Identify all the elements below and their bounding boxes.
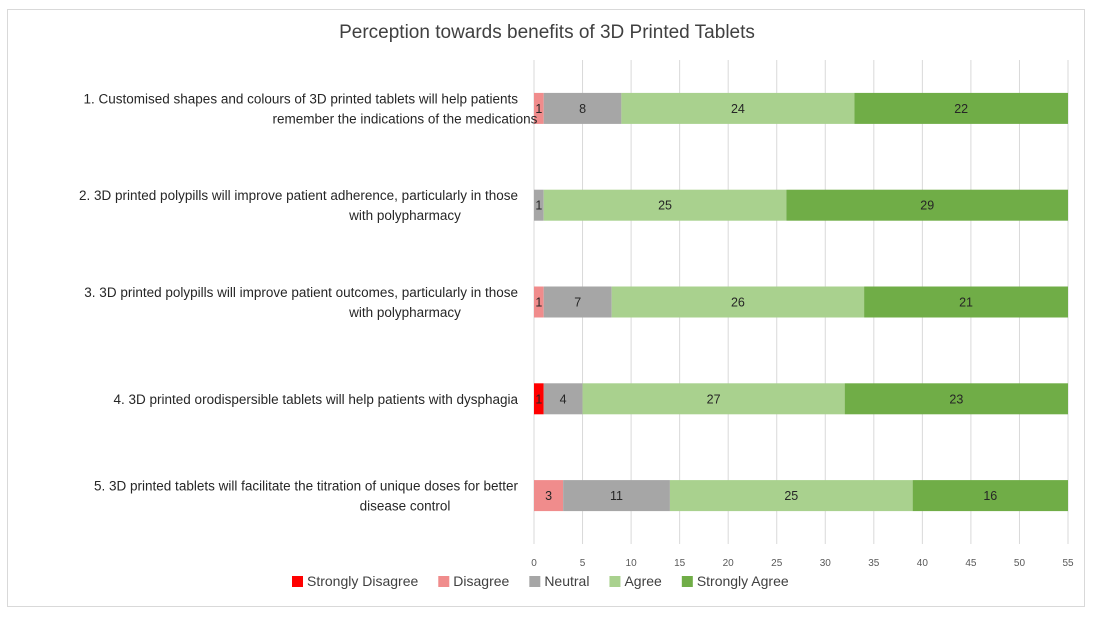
bar-agree — [669, 480, 913, 512]
legend-label: Neutral — [544, 573, 589, 589]
bar-neutral — [543, 92, 622, 124]
data-label: 1 — [535, 199, 542, 213]
legend-label: Strongly Agree — [697, 573, 789, 589]
x-tick-label: 20 — [723, 558, 735, 569]
legend-swatch — [681, 576, 693, 587]
bar-strongly-agree — [864, 286, 1068, 318]
data-label: 11 — [610, 489, 623, 503]
data-label: 4 — [560, 392, 567, 406]
legend-swatch — [609, 576, 621, 587]
x-tick-label: 10 — [626, 558, 638, 569]
data-label: 25 — [658, 199, 672, 213]
data-label: 29 — [920, 199, 934, 213]
bar-neutral — [563, 480, 670, 512]
bar-neutral — [543, 286, 612, 318]
x-tick-label: 0 — [531, 558, 537, 569]
category-label: 5. 3D printed tablets will facilitate th… — [94, 479, 518, 494]
data-label: 7 — [574, 296, 581, 310]
category-label: 3. 3D printed polypills will improve pat… — [84, 285, 518, 300]
category-label: 2. 3D printed polypills will improve pat… — [79, 188, 518, 203]
data-label: 21 — [959, 296, 973, 310]
x-tick-label: 5 — [580, 558, 586, 569]
data-label: 3 — [545, 489, 552, 503]
bar-disagree — [534, 480, 564, 512]
category-label: disease control — [360, 499, 451, 514]
data-label: 25 — [784, 489, 798, 503]
bar-strongly-agree — [912, 480, 1068, 512]
data-label: 22 — [954, 102, 968, 116]
bar-agree — [582, 383, 845, 415]
bar-neutral — [543, 383, 583, 415]
legend-swatch — [529, 576, 541, 587]
category-label: remember the indications of the medicati… — [273, 111, 538, 126]
legend-label: Agree — [624, 573, 662, 589]
bar-agree — [621, 92, 855, 124]
bar-strongly-agree — [786, 189, 1068, 221]
category-label: 1. Customised shapes and colours of 3D p… — [84, 91, 519, 106]
data-label: 26 — [731, 296, 745, 310]
bar-agree — [611, 286, 865, 318]
chart-title: Perception towards benefits of 3D Printe… — [339, 22, 755, 43]
legend-swatch — [292, 576, 303, 587]
data-label: 1 — [535, 296, 542, 310]
x-tick-label: 40 — [917, 558, 929, 569]
data-label: 1 — [535, 392, 542, 406]
x-tick-label: 15 — [674, 558, 686, 569]
bar-strongly-disagree — [534, 383, 544, 415]
bar-neutral — [534, 189, 544, 221]
data-label: 23 — [949, 392, 963, 406]
x-tick-label: 30 — [820, 558, 832, 569]
data-label: 8 — [579, 102, 586, 116]
data-label: 1 — [535, 102, 542, 116]
x-tick-label: 25 — [771, 558, 783, 569]
bar-disagree — [534, 92, 544, 124]
bar-agree — [543, 189, 787, 221]
data-label: 24 — [731, 102, 745, 116]
x-tick-label: 55 — [1062, 558, 1074, 569]
data-label: 16 — [983, 489, 997, 503]
category-label: with polypharmacy — [348, 208, 461, 223]
category-label: 4. 3D printed orodispersible tablets wil… — [114, 392, 519, 407]
bar-strongly-agree — [844, 383, 1068, 415]
legend-label: Strongly Disagree — [307, 573, 418, 589]
x-tick-label: 50 — [1014, 558, 1026, 569]
x-tick-label: 45 — [965, 558, 977, 569]
legend-label: Disagree — [453, 573, 509, 589]
x-tick-label: 35 — [868, 558, 880, 569]
bar-strongly-agree — [854, 92, 1068, 124]
category-label: with polypharmacy — [348, 305, 461, 320]
data-label: 27 — [707, 392, 721, 406]
legend-swatch — [438, 576, 450, 587]
bar-disagree — [534, 286, 544, 318]
